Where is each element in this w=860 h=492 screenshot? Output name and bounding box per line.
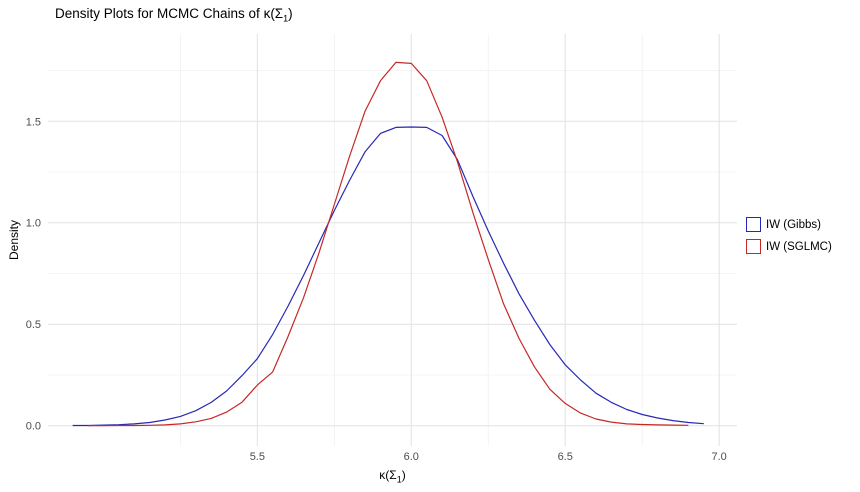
- chart-title-kappa: κ(Σ: [263, 6, 284, 21]
- chart-title-text: Density Plots for MCMC Chains of: [55, 6, 264, 21]
- legend-key-gibbs-swatch: [746, 217, 761, 232]
- legend-label-gibbs: IW (Gibbs): [766, 218, 821, 231]
- legend-item-sglmc: IW (SGLMC): [746, 239, 832, 254]
- legend-key-sglmc-swatch: [746, 239, 761, 254]
- density-curve-sglmc: [88, 61, 689, 427]
- legend-label-sglmc: IW (SGLMC): [766, 240, 832, 253]
- x-axis-title-kappa: κ(Σ: [379, 468, 397, 482]
- density-curve-gibbs: [72, 126, 704, 427]
- x-tick-label: 6.5: [558, 451, 573, 463]
- x-axis-title-suffix: ): [401, 468, 406, 482]
- chart-title: Density Plots for MCMC Chains of κ(Σ1): [55, 6, 293, 24]
- x-tick-label: 5.5: [250, 451, 265, 463]
- y-tick-label: 0.5: [26, 319, 41, 331]
- y-tick-label: 1.0: [26, 218, 41, 230]
- y-tick-label: 1.5: [26, 116, 41, 128]
- chart-title-suffix: ): [288, 6, 293, 21]
- y-tick-label: 0.0: [26, 421, 41, 433]
- x-tick-label: 6.0: [404, 451, 419, 463]
- x-axis-title-subscript: 1: [396, 474, 402, 485]
- legend-item-gibbs: IW (Gibbs): [746, 217, 832, 232]
- chart-title-subscript: 1: [283, 13, 289, 24]
- legend: IW (Gibbs) IW (SGLMC): [746, 217, 832, 254]
- x-tick-label: 7.0: [711, 451, 726, 463]
- x-axis-title: κ(Σ1): [48, 468, 737, 484]
